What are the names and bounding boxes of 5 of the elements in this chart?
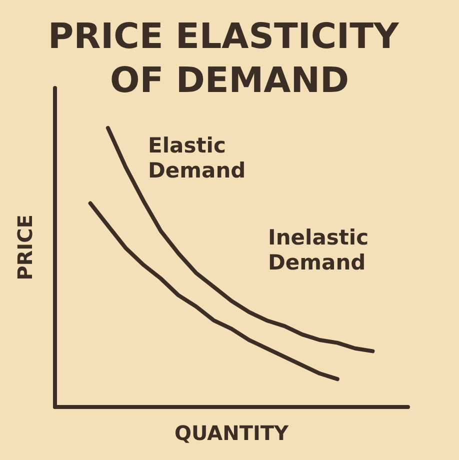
annotation: Elastic Demand [148,134,246,182]
x-axis-title: QUANTITY [174,421,290,445]
chart-title: PRICE ELASTICITY OF DEMAND [48,17,411,101]
y-axis-title: PRICE [13,214,37,280]
annotation: Inelastic Demand [268,226,369,274]
